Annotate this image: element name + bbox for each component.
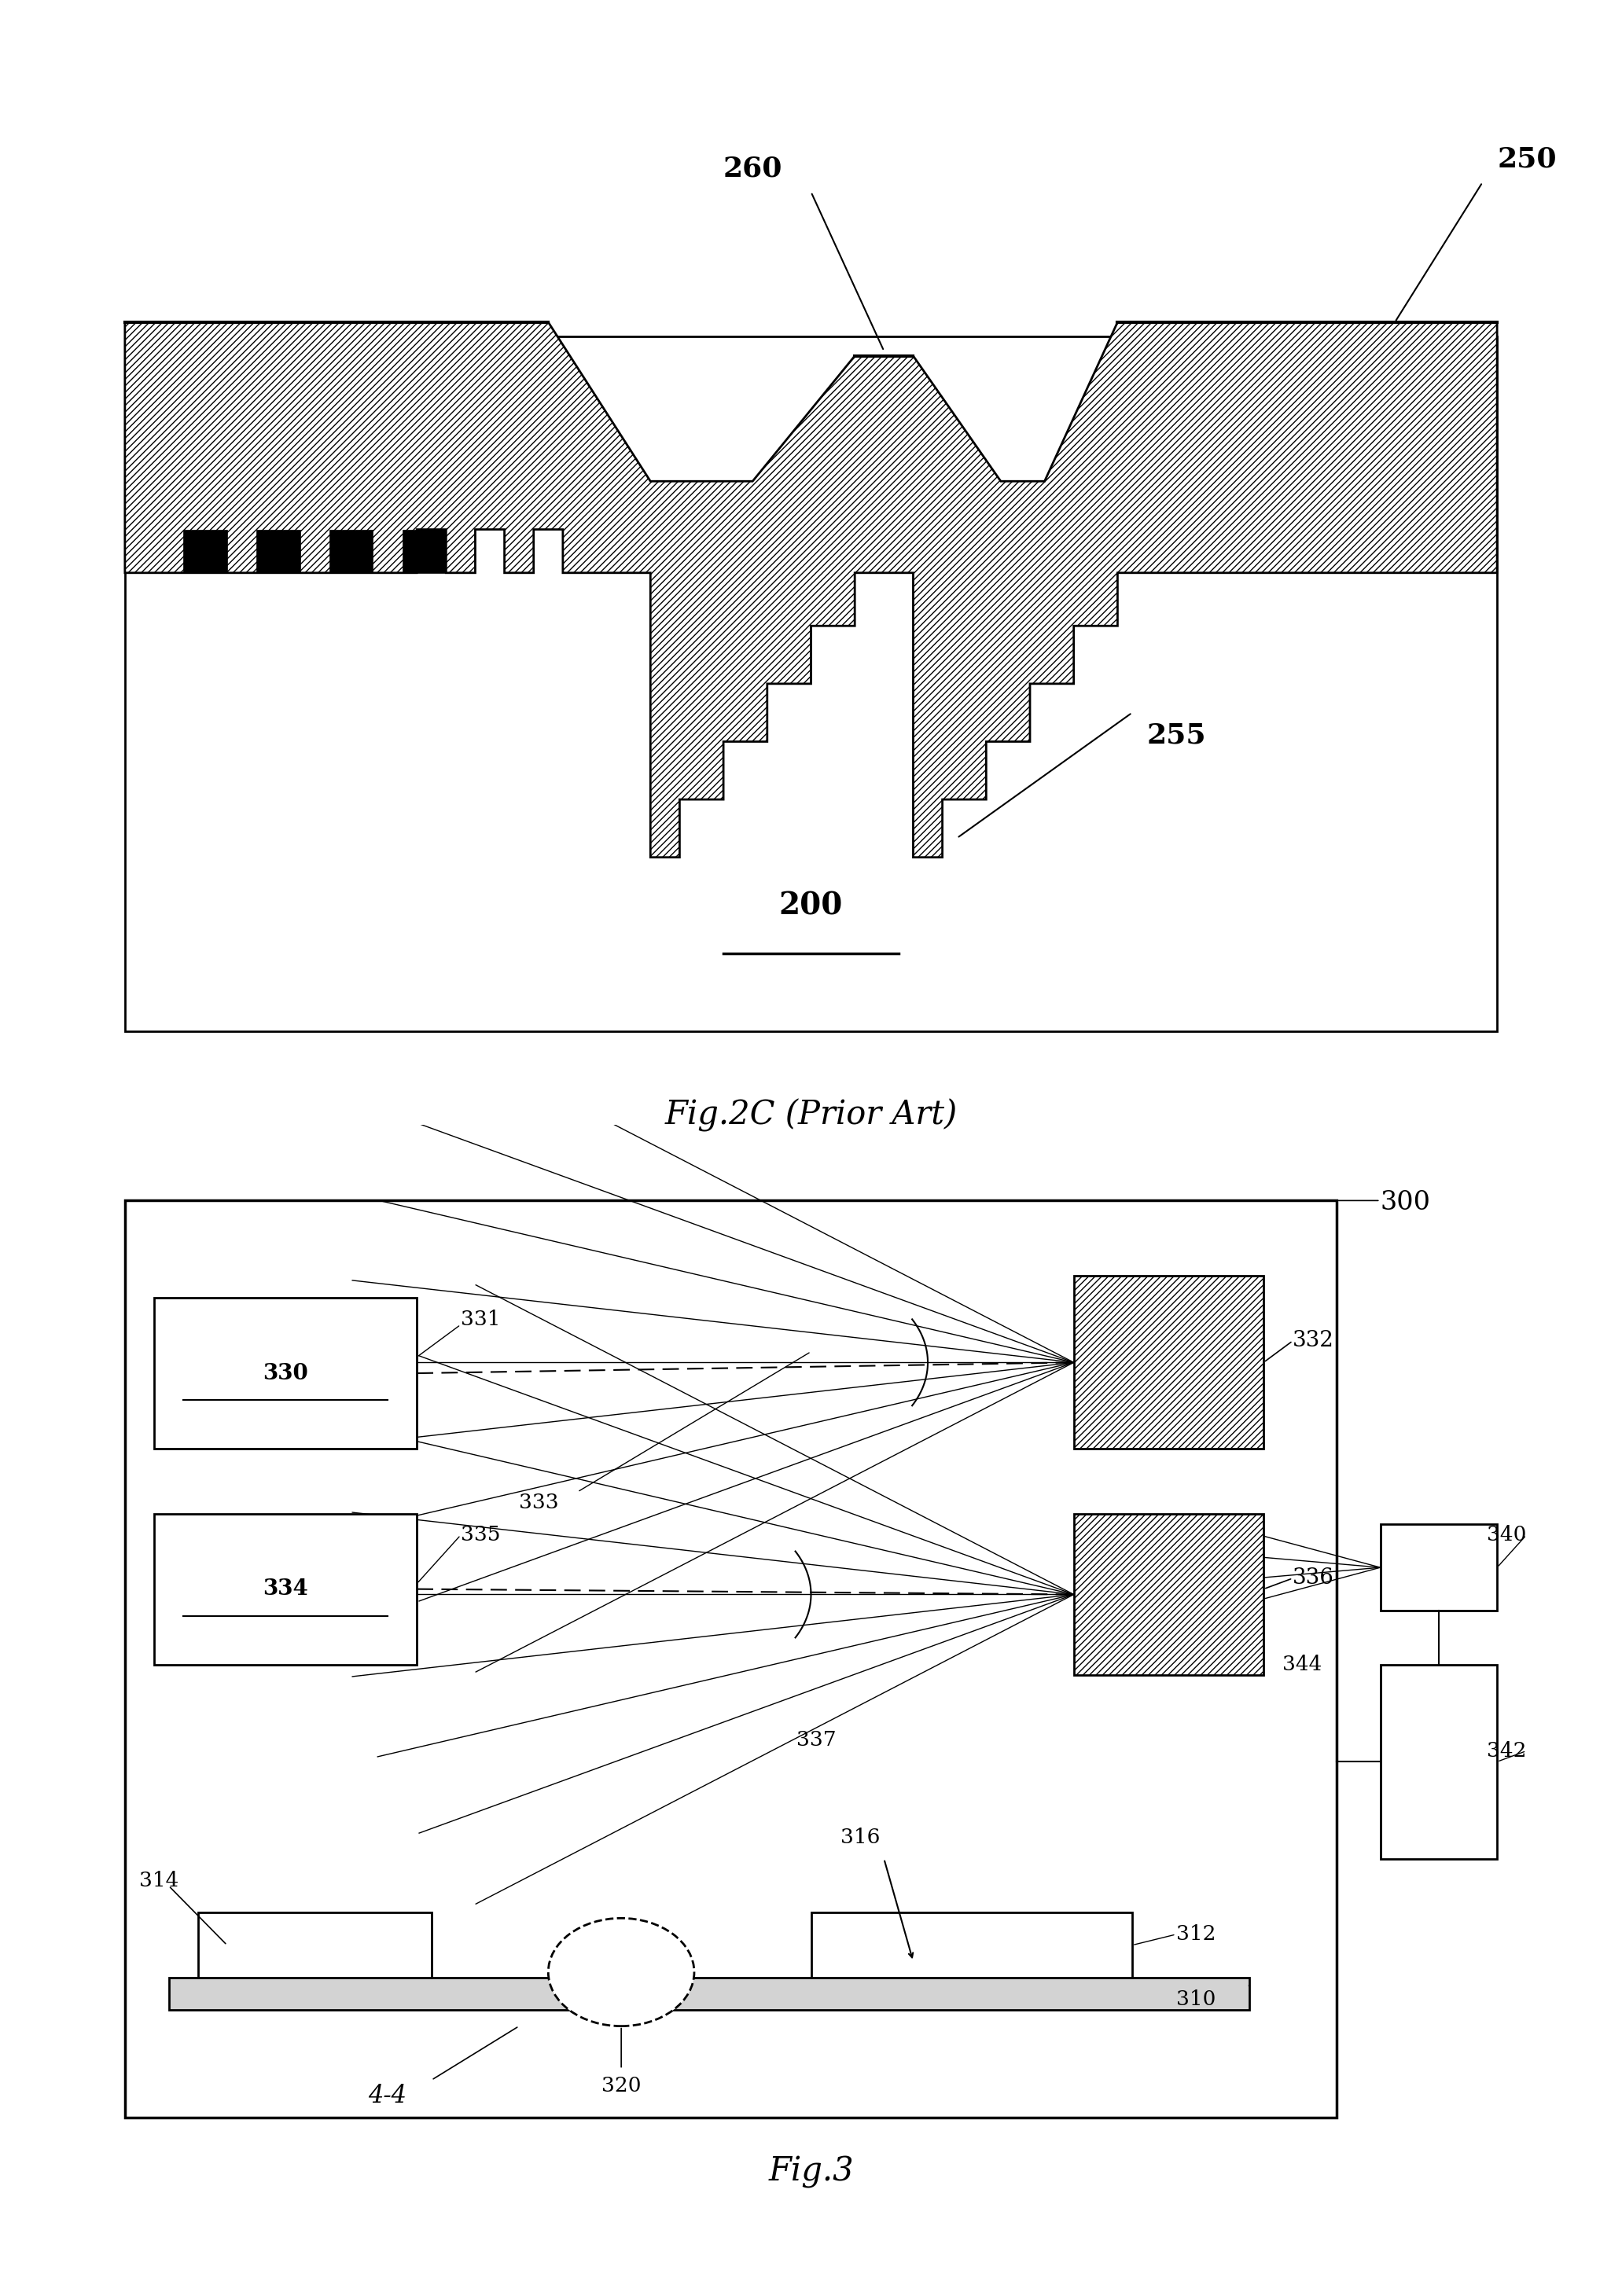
Text: 4-4: 4-4 xyxy=(368,2085,407,2108)
Text: 255: 255 xyxy=(1147,723,1207,748)
Text: 340: 340 xyxy=(1487,1525,1526,1545)
Text: 333: 333 xyxy=(519,1492,560,1513)
Text: 344: 344 xyxy=(1283,1655,1322,1674)
Text: 250: 250 xyxy=(1497,147,1557,172)
Text: 335: 335 xyxy=(461,1525,500,1545)
Bar xyxy=(125,1201,1337,2117)
Bar xyxy=(125,338,1497,1031)
Text: 310: 310 xyxy=(1176,1988,1215,2009)
Bar xyxy=(256,530,300,572)
Text: 260: 260 xyxy=(723,156,782,181)
Bar xyxy=(169,1977,1249,2009)
Bar xyxy=(1074,1277,1264,1449)
Text: 200: 200 xyxy=(779,891,843,921)
Circle shape xyxy=(548,1917,694,2025)
Text: 332: 332 xyxy=(1293,1329,1335,1352)
Bar xyxy=(329,530,373,572)
Bar xyxy=(183,530,227,572)
Text: 331: 331 xyxy=(461,1309,500,1329)
Bar xyxy=(1380,1525,1497,1612)
Bar xyxy=(1074,1513,1264,1676)
Text: 337: 337 xyxy=(796,1731,837,1750)
Bar xyxy=(154,1513,417,1665)
Bar xyxy=(811,1913,1132,1977)
Text: 342: 342 xyxy=(1487,1740,1526,1761)
Bar xyxy=(198,1913,431,1977)
Text: 320: 320 xyxy=(602,2076,641,2096)
Bar xyxy=(402,530,446,572)
Text: 312: 312 xyxy=(1176,1924,1215,1945)
Polygon shape xyxy=(125,321,1497,856)
Text: Fig.3: Fig.3 xyxy=(769,2156,853,2188)
Text: 336: 336 xyxy=(1293,1568,1335,1589)
Text: 300: 300 xyxy=(1380,1189,1431,1215)
Text: 316: 316 xyxy=(840,1828,879,1846)
Text: 314: 314 xyxy=(139,1871,178,1890)
Bar xyxy=(154,1297,417,1449)
Text: Fig.2C (Prior Art): Fig.2C (Prior Art) xyxy=(665,1097,957,1132)
Text: 334: 334 xyxy=(263,1577,308,1600)
Bar xyxy=(1380,1665,1497,1860)
Text: 330: 330 xyxy=(263,1362,308,1384)
